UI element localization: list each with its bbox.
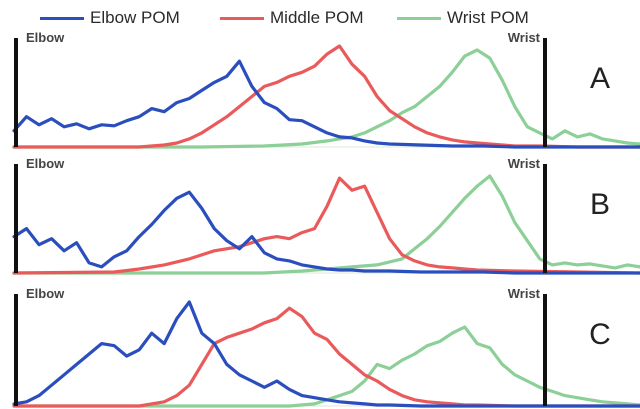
panel-a-wrist-label: Wrist [508, 30, 541, 45]
panel-b-series-wrist-pom [12, 174, 640, 275]
legend-swatch-elbow [40, 16, 84, 20]
legend-label-middle: Middle POM [270, 8, 364, 27]
panel-b-series-elbow-pom [12, 190, 640, 275]
legend-swatch-middle [220, 16, 264, 20]
chart-legend: Elbow POM Middle POM Wrist POM [0, 0, 640, 36]
legend-swatch-wrist [397, 16, 441, 20]
legend-item-wrist: Wrist POM [397, 8, 529, 28]
panel-c-elbow-label: Elbow [26, 286, 65, 301]
panel-c-series-wrist-pom [12, 325, 640, 408]
panel-b-elbow-label: Elbow [26, 156, 65, 171]
panel-c-wrist-label: Wrist [508, 286, 541, 301]
panel-a-series-middle-pom [12, 44, 640, 149]
legend-item-middle: Middle POM [220, 8, 364, 28]
panel-a-series-elbow-pom [12, 59, 640, 149]
panel-a-elbow-label: Elbow [26, 30, 65, 45]
panel-b-wrist-label: Wrist [508, 156, 541, 171]
panel-c-letter: C [589, 318, 611, 351]
panel-a-letter: A [590, 62, 610, 95]
panel-b-series-middle-pom [12, 176, 640, 275]
panel-c-series-middle-pom [12, 306, 640, 408]
legend-label-wrist: Wrist POM [447, 8, 529, 27]
legend-label-elbow: Elbow POM [90, 8, 180, 27]
legend-item-elbow: Elbow POM [40, 8, 180, 28]
panel-c-series-elbow-pom [12, 300, 640, 408]
panel-b-letter: B [590, 188, 610, 221]
